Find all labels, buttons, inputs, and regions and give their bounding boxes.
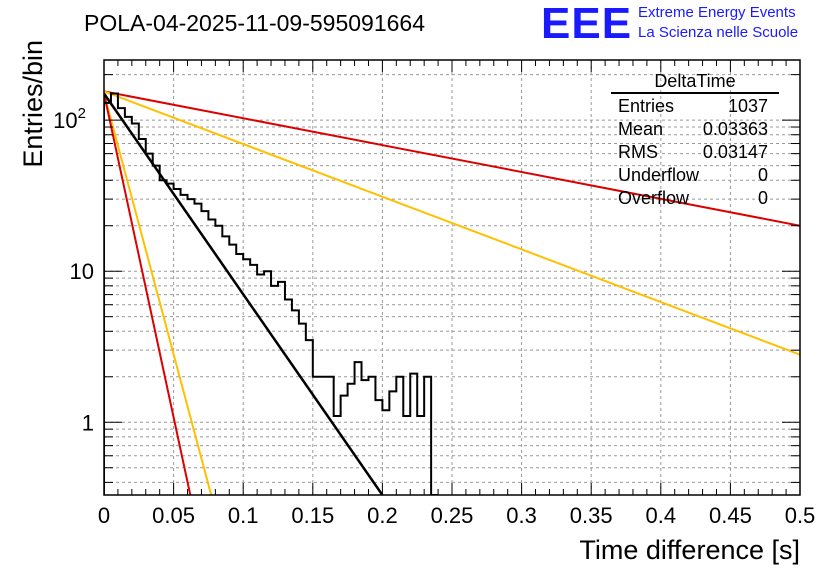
- x-tick-label: 0: [98, 503, 110, 528]
- x-tick-label: 0.3: [506, 503, 537, 528]
- x-tick-label: 0.15: [291, 503, 334, 528]
- chart-title: POLA-04-2025-11-09-595091664: [84, 10, 425, 36]
- y-tick-label-base: 10: [53, 108, 77, 133]
- histogram-bars: [104, 92, 439, 495]
- x-tick-label: 0.25: [431, 503, 474, 528]
- series-line-yellow-fast: [104, 93, 213, 495]
- series-line-red-slow: [104, 90, 800, 227]
- stats-title: DeltaTime: [611, 70, 779, 94]
- stats-rms-label: RMS: [618, 142, 658, 162]
- x-tick-label: 0.45: [709, 503, 752, 528]
- fit-line-overlay: [104, 92, 384, 495]
- stats-entries-label: Entries: [618, 96, 675, 116]
- x-tick-label: 0.4: [646, 503, 677, 528]
- y-tick-label: 10: [70, 259, 94, 284]
- y-tick-label: 102: [53, 105, 86, 133]
- stats-box: DeltaTime Entries 1037 Mean 0.03363 RMS …: [611, 70, 779, 210]
- y-axis-title: Entries/bin: [18, 40, 48, 168]
- x-tick-label: 0.5: [785, 503, 816, 528]
- stats-overflow-value: 0: [757, 188, 768, 208]
- stats-row-mean: Mean 0.03363: [611, 118, 779, 141]
- stats-row-entries: Entries 1037: [611, 95, 779, 118]
- series-line-yellow-slow: [104, 90, 800, 356]
- x-tick-label: 0.1: [228, 503, 259, 528]
- stats-entries-value: 1037: [727, 96, 768, 116]
- stats-mean-value: 0.03363: [702, 119, 768, 139]
- stats-rms-value: 0.03147: [702, 142, 768, 162]
- stats-row-underflow: Underflow 0: [611, 164, 779, 187]
- stats-row-overflow: Overflow 0: [611, 187, 779, 210]
- x-tick-label: 0.05: [152, 503, 195, 528]
- logo-line-2: La Scienza nelle Scuole: [638, 24, 799, 41]
- stats-underflow-value: 0: [757, 165, 768, 185]
- stats-row-rms: RMS 0.03147: [611, 141, 779, 164]
- stats-underflow-label: Underflow: [618, 165, 700, 185]
- stats-mean-label: Mean: [618, 119, 664, 139]
- x-tick-label: 0.2: [367, 503, 398, 528]
- logo-line-1: Extreme Energy Events: [638, 4, 796, 21]
- x-axis-title: Time difference [s]: [579, 535, 800, 565]
- y-tick-label: 1: [82, 410, 94, 435]
- x-tick-label: 0.35: [570, 503, 613, 528]
- stats-overflow-label: Overflow: [618, 188, 690, 208]
- eee-logo: EEE: [541, 0, 633, 48]
- y-tick-label-exponent: 2: [78, 105, 86, 122]
- series-line-red-fast: [104, 93, 192, 495]
